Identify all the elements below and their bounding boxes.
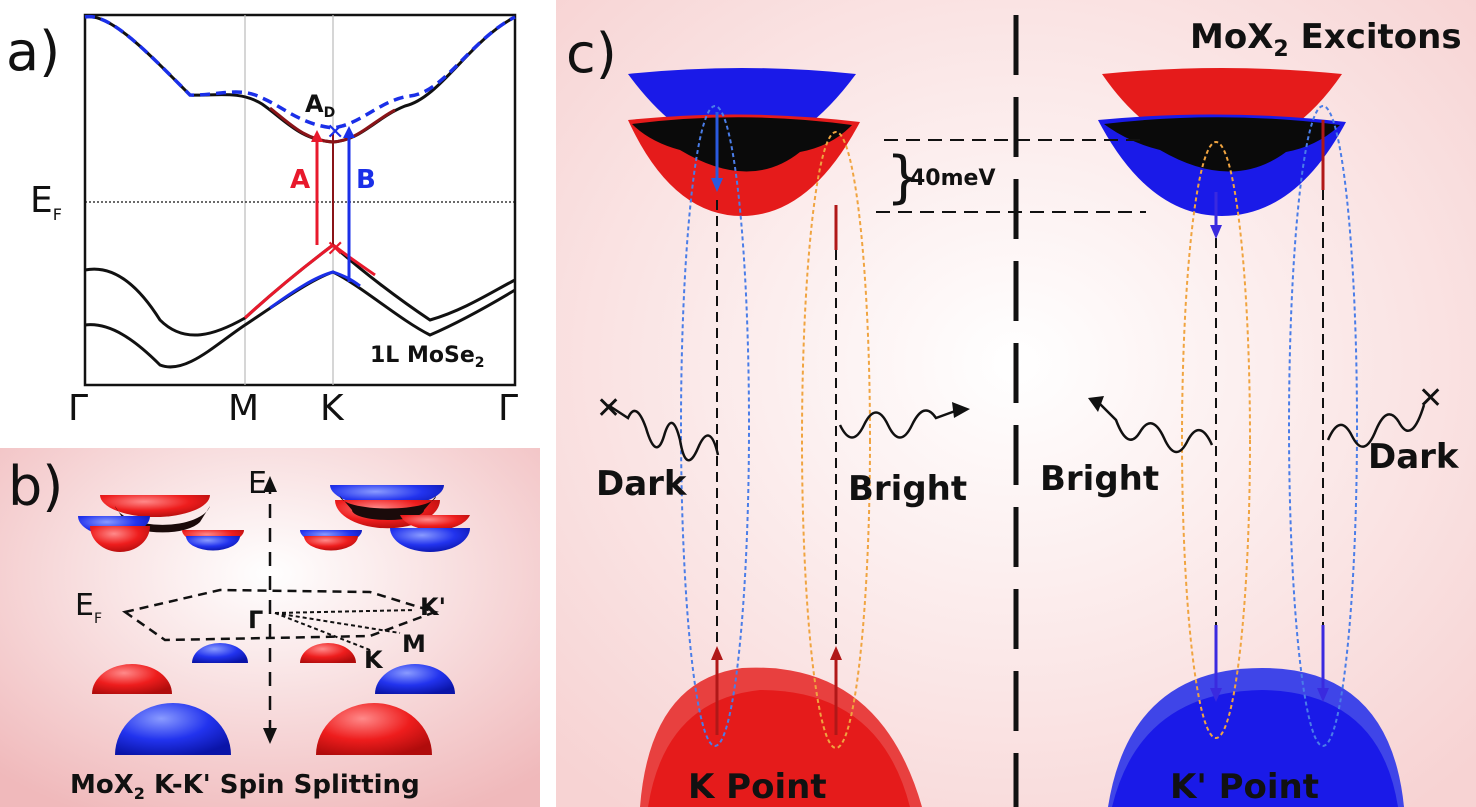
ef-axis-label: EF — [30, 180, 62, 224]
k-dark-photon-squiggle — [607, 403, 720, 462]
kprime-dark-exciton-ellipse — [1288, 105, 1358, 747]
k-dark-electron-spin-head — [711, 178, 723, 192]
kprime-dark-label: Dark — [1368, 437, 1460, 477]
valence-band-red — [243, 243, 376, 320]
gap-brace: } — [886, 145, 922, 210]
a-arrowhead — [311, 130, 323, 142]
tick-gamma-left: Γ — [68, 388, 88, 429]
valence-dome-bottom-blue — [115, 703, 231, 755]
panel-b-label: b) — [8, 455, 63, 518]
energy-axis-arrowhead-down — [263, 728, 277, 744]
gamma-m-path — [274, 612, 401, 634]
b-label: B — [356, 165, 376, 195]
panel-a-label: a) — [6, 20, 60, 83]
kprime-bright-photon-arrowhead — [1088, 396, 1104, 412]
valence-band-blue — [269, 270, 361, 310]
kprime-dark-photon-squiggle — [1326, 404, 1426, 448]
k-dark-hole-spin-head — [711, 646, 723, 660]
valence-dome-small-blue — [192, 643, 248, 663]
conduction-dome-left-red-small — [90, 526, 150, 552]
conduction-dome-right-overlap — [340, 496, 436, 520]
kprime-bright-electron-spin-head — [1210, 225, 1222, 239]
panel-b: b) E EF Γ K' M K — [0, 448, 540, 807]
kprime-dark-hole-spin-head — [1317, 688, 1329, 702]
kprime-bright-exciton-ellipse — [1181, 141, 1251, 739]
kprime-bright-hole-spin-head — [1210, 688, 1222, 702]
kprime-point-label: K' — [420, 593, 446, 621]
conduction-band-down — [84, 14, 516, 130]
kprime-valence-inner — [1112, 690, 1398, 807]
conduction-dome-left-red — [100, 495, 210, 517]
tick-m: M — [228, 388, 259, 429]
tick-k: K — [320, 388, 345, 429]
panel-c: c) MoX2 Excitons } 40meV K Point K' Poin… — [556, 0, 1476, 807]
k-bright-label: Bright — [848, 469, 967, 509]
brillouin-zone-hexagon — [121, 588, 439, 642]
k-conduction-overlap — [632, 117, 852, 172]
k-bright-photon-squiggle — [838, 408, 959, 439]
material-label: 1L MoSe2 — [370, 343, 485, 371]
k-bright-hole-spin-head — [830, 646, 842, 660]
kprime-bright-label: Bright — [1040, 459, 1159, 499]
panel-a: a) ✕ ✕ AD A B EF 1L MoSe2 Γ M K Γ — [6, 13, 518, 429]
conduction-cross-marker: ✕ — [326, 120, 344, 145]
a-label: A — [290, 165, 310, 195]
k-point-label: K — [364, 646, 384, 674]
k-valence-inner — [648, 690, 910, 807]
conduction-dome-left-k-blue — [186, 536, 240, 551]
gamma-kprime-path — [274, 609, 416, 614]
tick-gamma-right: Γ — [498, 388, 518, 429]
valence-dome-right-blue — [375, 664, 455, 694]
kprime-bright-photon-squiggle — [1097, 401, 1214, 454]
k-dark-photon-blocked-icon: ✕ — [596, 391, 621, 426]
energy-axis-arrowhead-up — [263, 476, 277, 492]
b-arrowhead — [343, 126, 355, 138]
m-point-label: M — [402, 630, 426, 658]
ad-label: AD — [305, 90, 335, 121]
panel-b-ef-label: EF — [75, 588, 102, 627]
valence-dome-bottom-red — [316, 703, 432, 755]
conduction-dome-right-blue-small — [390, 528, 470, 552]
kprime-dark-photon-blocked-icon: ✕ — [1418, 381, 1443, 416]
panel-c-title: MoX2 Excitons — [1190, 17, 1462, 62]
conduction-dome-right-red-small — [400, 515, 470, 531]
gamma-k-path — [274, 612, 371, 651]
gamma-point-label: Γ — [248, 606, 263, 634]
gap-energy-label: 40meV — [910, 166, 996, 191]
k-bright-exciton-ellipse — [801, 131, 871, 749]
valence-cross-marker: ✕ — [326, 237, 344, 262]
energy-axis-label: E — [248, 466, 267, 501]
valence-dome-left-red — [92, 664, 172, 694]
valence-dome-small-red — [300, 643, 356, 663]
panel-b-caption: MoX2 K-K' Spin Splitting — [70, 770, 420, 803]
conduction-dome-right-k-red — [304, 536, 358, 551]
k-bright-photon-arrowhead — [952, 402, 970, 418]
kprime-point-label-c: K' Point — [1170, 767, 1319, 807]
k-dark-exciton-ellipse — [680, 105, 750, 747]
kprime-conduction-overlap — [1104, 117, 1340, 172]
k-dark-label: Dark — [596, 464, 688, 504]
k-point-label-c: K Point — [688, 767, 827, 807]
panel-c-label: c) — [566, 22, 617, 85]
